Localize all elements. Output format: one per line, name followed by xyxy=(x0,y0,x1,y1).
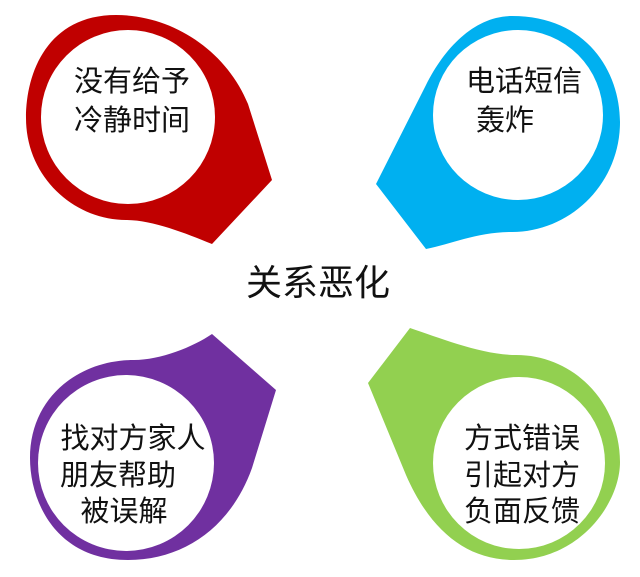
petal-top-right: 电话短信 轰炸 xyxy=(376,16,620,249)
petal-top-right-circle xyxy=(433,30,603,200)
petal-bottom-left-line-3: 被误解 xyxy=(80,494,167,528)
petal-bottom-right-line-1: 方式错误 xyxy=(464,421,580,455)
petal-top-right-line-1: 电话短信 xyxy=(466,64,582,98)
petal-bottom-right-line-2: 引起对方 xyxy=(464,458,580,492)
petal-top-right-line-2: 轰炸 xyxy=(476,103,534,137)
petal-top-left: 没有给予 冷静时间 xyxy=(26,15,272,244)
petal-bottom-left-line-2: 朋友帮助 xyxy=(60,458,176,492)
petal-top-left-circle xyxy=(41,30,215,204)
petal-bottom-right: 方式错误 引起对方 负面反馈 xyxy=(368,328,620,560)
petal-bottom-right-circle xyxy=(433,377,605,549)
petal-bottom-right-line-3: 负面反馈 xyxy=(464,494,580,528)
petal-top-left-line-2: 冷静时间 xyxy=(74,103,190,137)
petal-bottom-left: 找对方家人 朋友帮助 被误解 xyxy=(30,334,276,560)
petal-top-left-line-1: 没有给予 xyxy=(74,64,190,98)
center-title: 关系恶化 xyxy=(246,263,390,304)
petal-bottom-left-circle xyxy=(38,375,214,551)
petal-bottom-left-line-1: 找对方家人 xyxy=(60,421,205,455)
